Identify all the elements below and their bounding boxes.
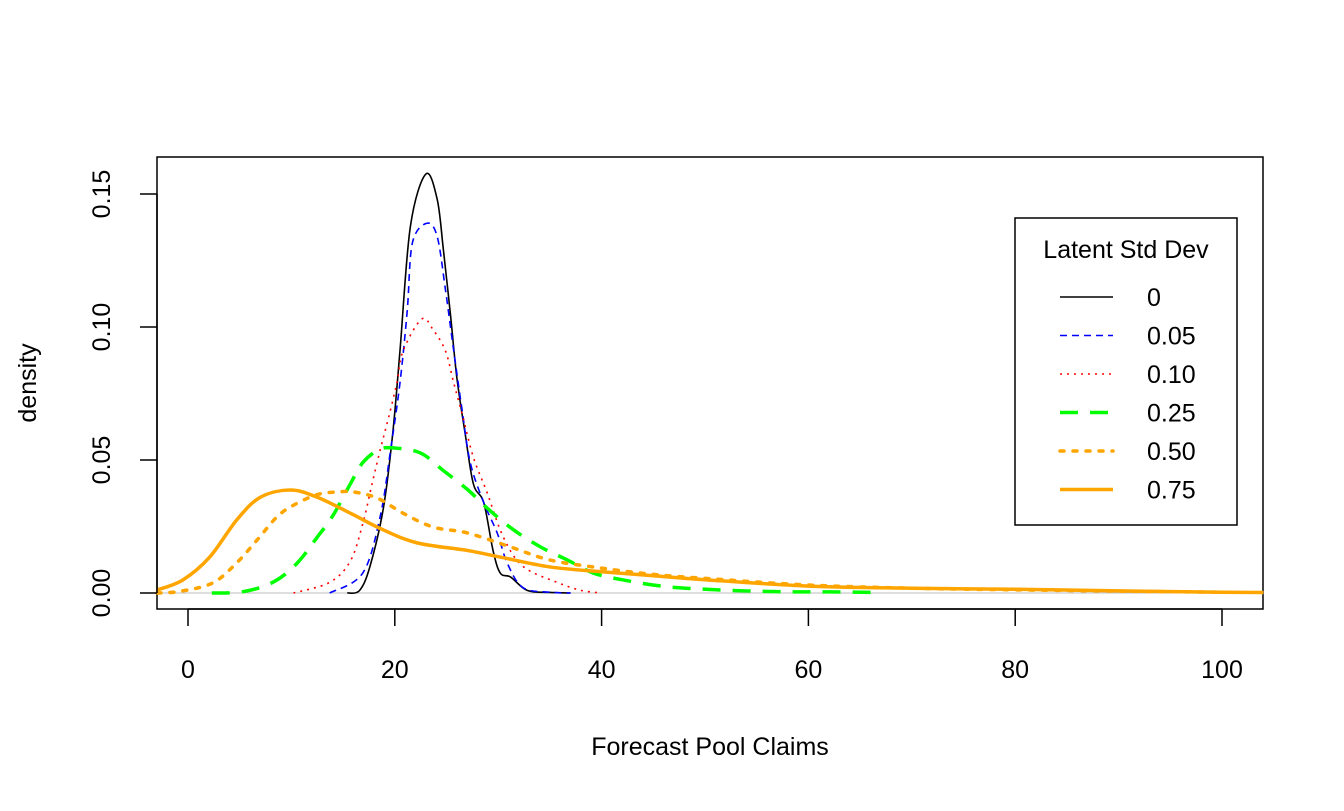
x-tick-label: 60 [794, 656, 822, 684]
legend-label: 0.05 [1147, 323, 1196, 351]
legend-box [1014, 217, 1238, 526]
legend-label: 0.75 [1147, 477, 1196, 505]
x-tick-label: 40 [588, 656, 616, 684]
y-tick-label: 0.00 [88, 569, 116, 618]
series-line-0 [347, 172, 571, 594]
x-tick-label: 100 [1201, 656, 1243, 684]
series-line-0.05 [329, 222, 571, 594]
legend-label: 0 [1147, 284, 1161, 312]
x-tick-label: 20 [381, 656, 409, 684]
x-axis: 0 20 40 60 80 100 [181, 608, 1243, 684]
legend: Latent Std Dev 0 0.05 0.10 0.25 0.50 0.75 [1014, 217, 1238, 526]
x-tick-label: 0 [181, 656, 195, 684]
x-tick-label: 80 [1001, 656, 1029, 684]
x-axis-label: Forecast Pool Claims [591, 733, 829, 761]
y-tick-label: 0.10 [88, 303, 116, 352]
legend-label: 0.25 [1147, 400, 1196, 428]
y-tick-label: 0.05 [88, 436, 116, 485]
y-tick-label: 0.15 [88, 170, 116, 219]
y-axis-label: density [14, 343, 42, 423]
legend-label: 0.10 [1147, 361, 1196, 389]
legend-label: 0.50 [1147, 438, 1196, 466]
y-axis: 0.00 0.05 0.10 0.15 [88, 170, 158, 618]
legend-title: Latent Std Dev [1043, 236, 1209, 264]
series-line-0.75 [156, 488, 1264, 595]
series-lines [155, 172, 1264, 595]
series-line-0.25 [211, 445, 881, 595]
series-line-0.10 [293, 317, 602, 594]
